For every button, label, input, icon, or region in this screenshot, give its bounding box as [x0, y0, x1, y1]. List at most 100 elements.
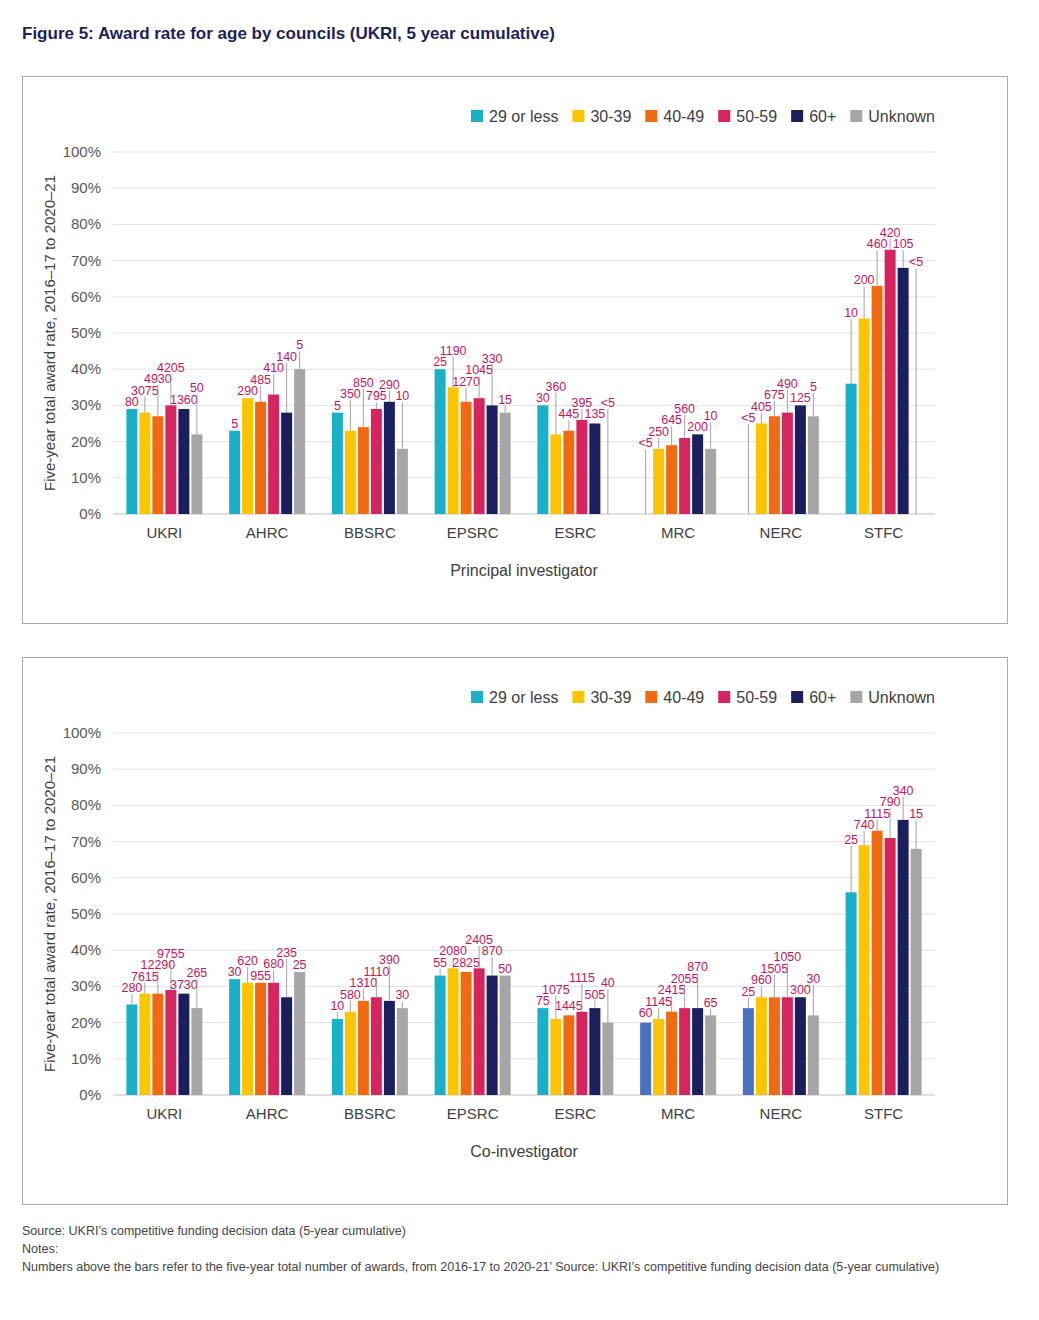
leader-line [286, 363, 287, 413]
leader-line [658, 438, 659, 449]
y-tick-label: 30% [71, 977, 101, 994]
bar [371, 409, 382, 514]
bar [872, 831, 883, 1095]
award-label: 15 [909, 807, 923, 821]
bar [589, 1008, 600, 1095]
leader-line [466, 388, 467, 402]
legend-swatch [645, 691, 657, 703]
bar [872, 286, 883, 514]
bar [795, 997, 806, 1095]
leader-line [555, 393, 556, 434]
y-tick-label: 100% [63, 724, 101, 741]
award-label: 340 [893, 784, 914, 798]
award-label: 360 [545, 380, 566, 394]
leader-line [903, 797, 904, 820]
bar [281, 997, 292, 1095]
x-tick-label: MRC [661, 1105, 695, 1122]
bar [294, 972, 305, 1095]
legend-swatch [791, 110, 803, 122]
award-label: 50 [190, 381, 204, 395]
grid-line [113, 405, 935, 406]
legend-swatch [791, 691, 803, 703]
chart-svg: 0%10%20%30%40%50%60%70%80%90%100%Five-ye… [23, 77, 1007, 623]
bar [487, 976, 498, 1095]
leader-line [389, 391, 390, 402]
legend: 29 or less30-3940-4950-5960+Unknown [471, 108, 935, 125]
leader-line [492, 957, 493, 975]
bar [653, 449, 664, 514]
leader-line [748, 998, 749, 1008]
grid-line [113, 369, 935, 370]
grid-line [113, 333, 935, 334]
x-tick-label: EPSRC [447, 1105, 499, 1122]
award-label: 330 [482, 352, 503, 366]
leader-line [761, 413, 762, 424]
leader-line [440, 969, 441, 976]
x-tick-label: STFC [864, 524, 903, 541]
notes: Source: UKRI’s competitive funding decis… [22, 1222, 942, 1276]
leader-line [710, 422, 711, 449]
bar [268, 983, 279, 1095]
leader-line [157, 971, 158, 994]
y-tick-label: 80% [71, 796, 101, 813]
award-label: <5 [909, 255, 923, 269]
bar [435, 369, 446, 514]
bars [126, 820, 921, 1095]
leader-line [337, 1012, 338, 1019]
bar [692, 434, 703, 514]
legend-label: 60+ [809, 689, 836, 706]
leader-line [774, 401, 775, 416]
leader-line [299, 351, 300, 369]
leader-line [196, 394, 197, 434]
award-label: 870 [482, 944, 503, 958]
y-tick-label: 30% [71, 396, 101, 413]
x-tick-label: ESRC [555, 524, 597, 541]
x-axis-title: Co-investigator [470, 1143, 578, 1160]
legend: 29 or less30-3940-4950-5960+Unknown [471, 689, 935, 706]
x-tick-label: AHRC [246, 524, 289, 541]
y-axis-title: Five-year total award rate, 2016–17 to 2… [41, 756, 58, 1072]
bar [640, 1023, 651, 1095]
bar [500, 976, 511, 1095]
award-label: 5 [296, 338, 303, 352]
x-tick-label: STFC [864, 1105, 903, 1122]
legend-swatch [471, 691, 483, 703]
legend-item: 60+ [791, 689, 836, 706]
bar [705, 1015, 716, 1095]
x-tick-label: AHRC [246, 1105, 289, 1122]
leader-line [851, 319, 852, 384]
award-label: 25 [844, 833, 858, 847]
bar [165, 990, 176, 1095]
leader-line [131, 994, 132, 1004]
bars [126, 250, 908, 514]
bar [139, 413, 150, 514]
bar [487, 405, 498, 514]
bar [448, 968, 459, 1095]
grid-line [113, 733, 935, 734]
bar [371, 997, 382, 1095]
bar [345, 431, 356, 514]
legend-swatch [850, 110, 862, 122]
leader-line [479, 376, 480, 398]
award-label: 5 [810, 380, 817, 394]
x-tick-label: UKRI [146, 524, 182, 541]
award-label: 9755 [157, 947, 185, 961]
award-label: 50 [498, 962, 512, 976]
source-note: Source: UKRI’s competitive funding decis… [22, 1222, 942, 1240]
leader-line [260, 386, 261, 402]
notes-heading: Notes: [22, 1240, 942, 1258]
y-tick-label: 100% [63, 143, 101, 160]
bar [242, 398, 253, 514]
bar [898, 820, 909, 1095]
bar [500, 413, 511, 514]
bar [769, 416, 780, 514]
bar [345, 1012, 356, 1095]
bar [178, 409, 189, 514]
bar [885, 250, 896, 514]
bar [846, 892, 857, 1095]
bar [769, 997, 780, 1095]
legend-item: 40-49 [645, 689, 704, 706]
award-label: 1050 [773, 950, 801, 964]
bar [332, 413, 343, 514]
award-label: 560 [674, 402, 695, 416]
